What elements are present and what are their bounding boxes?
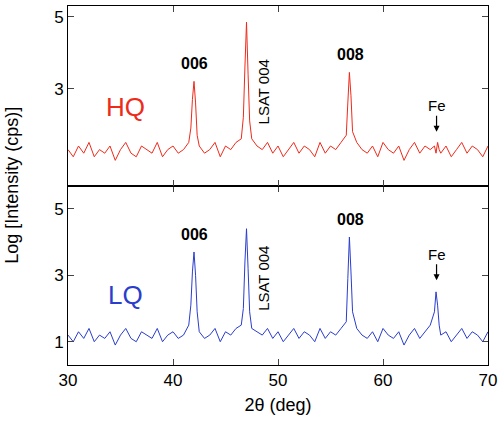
svg-text:40: 40 [164,371,183,390]
svg-text:LSAT 004: LSAT 004 [255,59,272,124]
svg-text:2θ (deg): 2θ (deg) [244,395,311,415]
svg-text:3: 3 [54,266,63,285]
svg-text:006: 006 [181,55,208,72]
svg-text:LQ: LQ [108,280,143,310]
svg-text:LSAT 004: LSAT 004 [255,246,272,311]
svg-text:008: 008 [337,46,364,63]
svg-text:006: 006 [181,226,208,243]
svg-text:Fe: Fe [428,97,446,114]
svg-text:5: 5 [54,8,63,27]
svg-text:70: 70 [479,371,498,390]
svg-text:60: 60 [374,371,393,390]
svg-text:50: 50 [269,371,288,390]
svg-text:1: 1 [54,333,63,352]
svg-text:008: 008 [337,211,364,228]
svg-text:5: 5 [54,200,63,219]
svg-text:Log [Intensity (cps)]: Log [Intensity (cps)] [2,107,22,264]
svg-text:3: 3 [54,80,63,99]
svg-text:Fe: Fe [428,246,446,263]
svg-text:HQ: HQ [106,92,145,122]
svg-text:30: 30 [59,371,78,390]
